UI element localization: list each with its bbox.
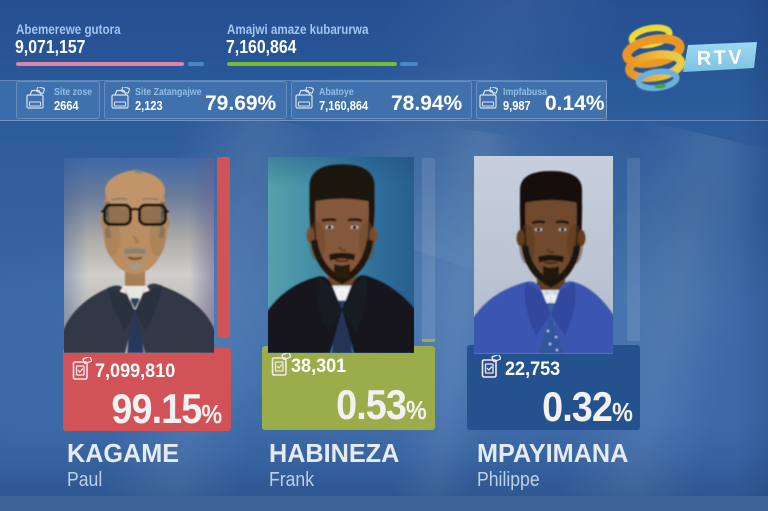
svg-text:RTV: RTV	[696, 46, 744, 70]
